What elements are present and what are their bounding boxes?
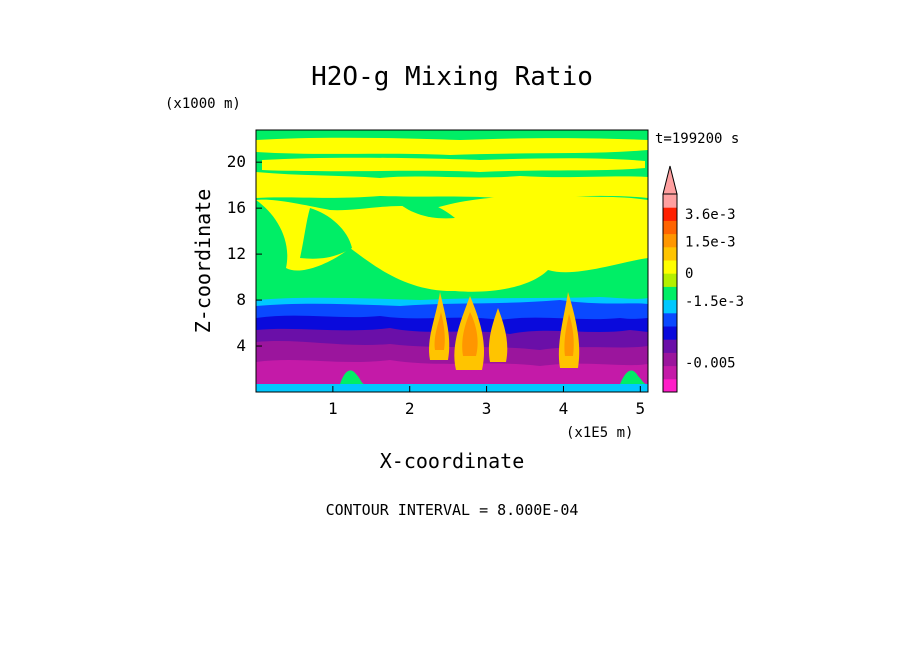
tower-core-3 — [564, 314, 574, 356]
colorbar-label: 0 — [685, 266, 693, 282]
colorbar-swatch — [663, 220, 677, 235]
x-axis-label: X-coordinate — [380, 449, 525, 473]
colorbar: 3.6e-3 1.5e-3 0 -1.5e-3 -0.005 — [662, 165, 744, 393]
colorbar-swatch — [663, 233, 677, 248]
colorbar-label: -1.5e-3 — [685, 294, 744, 310]
x-tick-label: 1 — [328, 399, 338, 418]
y-axis-label: Z-coordinate — [191, 189, 215, 334]
colorbar-swatch — [663, 207, 677, 221]
colorbar-swatch — [663, 365, 677, 380]
upper-yellow-band-2 — [262, 157, 645, 172]
colorbar-label: -0.005 — [685, 355, 736, 371]
colorbar-swatch — [663, 246, 677, 261]
colorbar-swatch — [663, 326, 677, 340]
colorbar-label: 3.6e-3 — [685, 207, 736, 223]
colorbar-swatch — [663, 378, 677, 393]
mixing-ratio-field — [256, 130, 648, 392]
y-tick-label: 20 — [227, 152, 246, 171]
y-axis: 4 8 12 16 20 — [227, 152, 262, 355]
x-tick-label: 3 — [482, 399, 492, 418]
x-tick-label: 5 — [635, 399, 645, 418]
surface-layer — [256, 384, 648, 392]
y-tick-label: 4 — [236, 336, 246, 355]
colorbar-swatch — [663, 286, 677, 301]
colorbar-swatch — [663, 194, 677, 208]
chart-title: H2O-g Mixing Ratio — [311, 62, 593, 92]
x-axis: 1 2 3 4 5 — [328, 386, 645, 418]
y-tick-label: 12 — [227, 244, 246, 263]
colorbar-swatch — [663, 273, 677, 287]
colorbar-frame — [662, 193, 678, 393]
colorbar-swatch — [663, 299, 677, 314]
colorbar-swatch — [663, 260, 677, 274]
colorbar-swatch — [663, 352, 677, 367]
y-tick-label: 16 — [227, 198, 246, 217]
time-label: t=199200 s — [655, 131, 739, 147]
plot-frame — [255, 129, 649, 393]
tower-core-1 — [434, 312, 445, 350]
tower-core-2 — [462, 312, 478, 356]
x-unit-label: (x1E5 m) — [566, 425, 633, 441]
colorbar-swatch — [663, 339, 677, 353]
upper-yellow-band — [256, 137, 648, 155]
colorbar-swatch — [663, 312, 677, 327]
convective-tower-3 — [488, 308, 508, 362]
green-inlet-left — [300, 208, 352, 259]
x-tick-label: 4 — [559, 399, 569, 418]
colorbar-arrow — [662, 165, 678, 195]
y-tick-label: 8 — [236, 290, 246, 309]
green-inlet-mid — [395, 199, 455, 219]
x-tick-label: 2 — [405, 399, 415, 418]
yellow-plume — [256, 192, 648, 292]
colorbar-label: 1.5e-3 — [685, 235, 736, 251]
contour-interval-label: CONTOUR INTERVAL = 8.000E-04 — [326, 501, 579, 519]
y-unit-label: (x1000 m) — [165, 96, 241, 112]
